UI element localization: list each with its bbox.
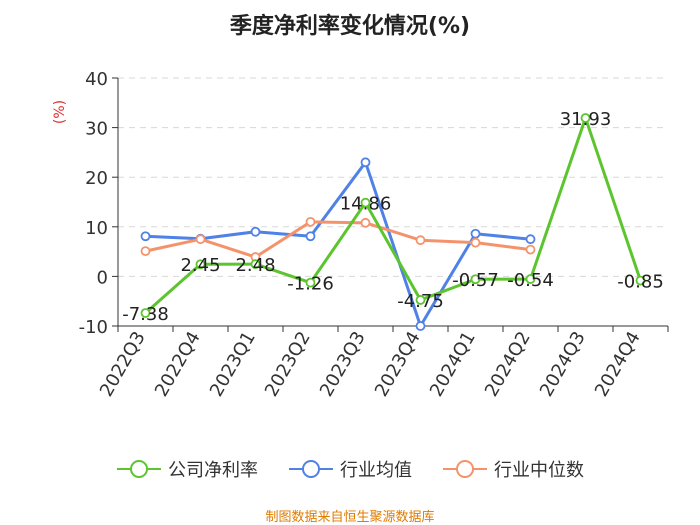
data-point — [305, 277, 316, 288]
data-label: 2.45 — [180, 255, 220, 276]
data-point — [360, 197, 371, 208]
data-point — [140, 231, 151, 242]
legend-label: 公司净利率 — [168, 460, 258, 481]
legend-marker-icon — [289, 460, 333, 478]
legend-item[interactable]: 行业均值 — [288, 456, 412, 482]
data-point — [360, 157, 371, 168]
data-label-layer: -7.38 2.45 2.48 -1.26 14.86 -4.75 -0.57 -0.54 31… — [122, 109, 664, 325]
series-line — [145, 220, 531, 259]
x-tick-label: 2024Q1 — [426, 328, 480, 400]
data-point — [305, 216, 316, 227]
data-point — [470, 274, 481, 285]
legend-label: 行业中位数 — [494, 460, 584, 481]
y-tick-label: 10 — [85, 218, 108, 239]
legend-label: 行业均值 — [340, 460, 412, 481]
chart-title: 季度净利率变化情况(%) — [229, 14, 471, 39]
x-tick-label: 2023Q1 — [206, 328, 260, 400]
x-tick-label: 2024Q3 — [536, 328, 590, 400]
x-tick-label: 2022Q4 — [151, 328, 205, 400]
data-point — [305, 231, 316, 242]
data-point — [250, 259, 261, 269]
y-tick-label: 40 — [85, 69, 108, 90]
data-label: -0.54 — [507, 270, 554, 291]
legend-marker-icon — [117, 460, 161, 478]
data-point — [635, 275, 646, 286]
data-point — [525, 234, 536, 245]
y-axis-label: (%) — [52, 100, 68, 124]
data-point — [140, 246, 151, 257]
series-layer — [140, 113, 646, 331]
data-point — [415, 235, 426, 246]
data-point — [415, 321, 426, 331]
data-point — [195, 259, 206, 270]
y-tick-label: -10 — [79, 317, 108, 338]
legend-item[interactable]: 行业中位数 — [442, 456, 584, 482]
data-label: -1.26 — [287, 274, 334, 295]
x-tick-label: 2023Q2 — [261, 328, 315, 400]
y-tick-label: 30 — [85, 119, 108, 140]
x-tick-label: 2023Q3 — [316, 328, 370, 400]
series-line — [144, 116, 642, 315]
legend-marker-icon — [443, 460, 487, 478]
data-point — [525, 244, 536, 255]
data-point — [360, 217, 371, 228]
x-tick-label: 2022Q3 — [96, 328, 150, 400]
data-label: -0.85 — [617, 272, 664, 293]
series-line — [145, 160, 531, 328]
data-label: 2.48 — [235, 255, 275, 276]
data-label: -0.57 — [452, 270, 499, 291]
data-point — [140, 308, 151, 318]
data-label: 14.86 — [340, 194, 392, 215]
source-note: 制图数据来自恒生聚源数据库 — [265, 510, 435, 525]
data-label: 31.93 — [560, 109, 612, 130]
data-point — [525, 274, 536, 284]
x-tick-label: 2024Q4 — [591, 328, 645, 400]
legend-item[interactable]: 公司净利率 — [116, 456, 258, 482]
data-label: -7.38 — [122, 304, 169, 325]
legend: 公司净利率 行业均值 行业中位数 — [0, 456, 700, 482]
x-tick-label: 2023Q4 — [371, 328, 425, 400]
data-point — [250, 226, 261, 237]
data-point — [580, 113, 591, 123]
data-label: -4.75 — [397, 291, 444, 312]
data-point — [470, 237, 481, 248]
data-point — [415, 295, 426, 305]
x-tick-label: 2024Q2 — [481, 328, 535, 400]
data-point — [470, 228, 481, 239]
y-tick-label: 20 — [85, 168, 108, 189]
y-tick-label: 0 — [97, 267, 108, 288]
data-point — [195, 234, 206, 245]
